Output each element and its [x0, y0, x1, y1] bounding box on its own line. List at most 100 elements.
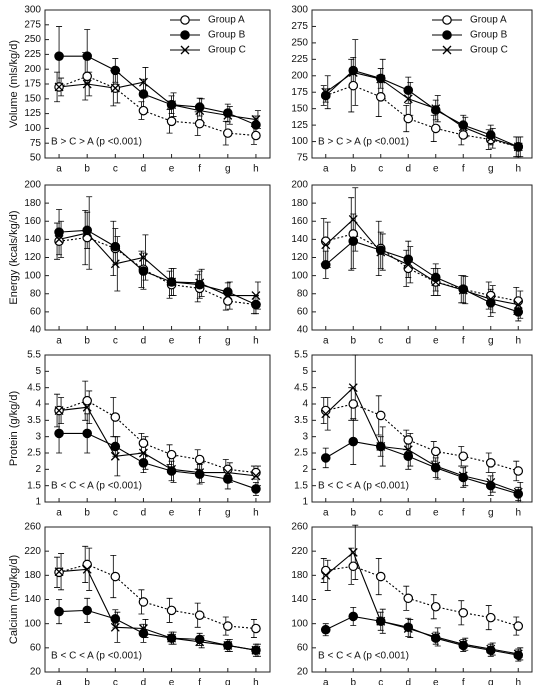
marker-open	[375, 410, 386, 421]
marker-open	[430, 601, 441, 612]
y-tick-label: 175	[291, 87, 308, 98]
marker-cross-stroke	[251, 471, 261, 481]
x-tick-label: g	[488, 164, 494, 175]
y-tick-label: 300	[291, 5, 308, 16]
marker-cross-stroke	[376, 442, 386, 451]
marker-filled	[320, 259, 331, 270]
marker-cross-stroke	[251, 115, 261, 124]
marker-cross	[376, 74, 386, 84]
x-tick-label: a	[323, 336, 329, 347]
y-tick-label: 260	[24, 522, 41, 533]
marker-cross	[110, 83, 120, 93]
y-axis-label: Protein (g/kg/d)	[8, 391, 20, 466]
marker-cross	[138, 253, 148, 262]
marker-cross-stroke	[348, 68, 358, 77]
marker-cross-stroke	[138, 448, 148, 458]
marker-cross-stroke	[376, 247, 386, 257]
marker-open	[485, 612, 496, 623]
marker-filled	[458, 640, 469, 651]
marker-open	[110, 571, 121, 582]
y-tick-label: 250	[24, 34, 41, 45]
marker-open	[194, 454, 205, 465]
marker-cross-stroke	[195, 278, 205, 288]
y-tick-label: 4.5	[294, 382, 308, 393]
x-tick-label: h	[515, 336, 521, 347]
x-tick-label: d	[141, 336, 147, 347]
x-tick-label: e	[169, 508, 175, 519]
y-tick-label: 2	[35, 464, 41, 475]
marker-open	[138, 438, 149, 448]
marker-cross	[431, 632, 441, 642]
marker-cross	[195, 278, 205, 288]
y-tick-label: 4.5	[27, 382, 41, 393]
y-tick-label: 175	[24, 79, 41, 90]
marker-cross	[251, 115, 261, 124]
series-line	[58, 563, 256, 630]
marker-cross-stroke	[223, 291, 233, 301]
x-tick-label: a	[323, 678, 329, 685]
marker-filled	[223, 474, 233, 484]
y-tick-label: 180	[24, 570, 41, 581]
marker-open	[251, 623, 261, 634]
marker-cross	[513, 300, 523, 310]
marker-cross-stroke	[138, 624, 148, 633]
marker-open	[223, 621, 233, 631]
plot-frame	[311, 9, 533, 159]
x-tick-label: a	[56, 336, 62, 347]
marker-cross	[54, 406, 64, 415]
y-tick-label: 150	[24, 93, 41, 104]
series-line	[325, 386, 519, 493]
x-tick-label: f	[462, 508, 465, 519]
y-tick-label: 1.5	[294, 480, 308, 491]
marker-cross	[223, 468, 233, 478]
marker-cross-stroke	[251, 645, 261, 655]
marker-open	[348, 399, 359, 409]
marker-filled	[194, 469, 205, 480]
x-tick-label: f	[462, 164, 465, 175]
marker-open	[403, 113, 414, 124]
x-tick-label: g	[488, 678, 494, 685]
marker-cross-stroke	[167, 464, 177, 474]
y-tick-label: 3	[35, 431, 41, 442]
marker-filled	[166, 466, 177, 476]
legend-marker	[180, 45, 190, 55]
x-tick-label: a	[323, 508, 329, 519]
marker-open	[82, 559, 92, 570]
marker-cross-stroke	[486, 294, 496, 304]
marker-cross-stroke	[403, 445, 413, 455]
marker-cross-stroke	[458, 471, 468, 481]
marker-cross	[54, 82, 64, 92]
marker-cross	[195, 468, 205, 478]
x-tick-label: c	[378, 678, 383, 685]
marker-cross	[82, 228, 92, 238]
y-tick-label: 2.5	[294, 448, 308, 459]
plot-frame	[311, 184, 533, 331]
marker-cross-stroke	[513, 300, 523, 310]
x-tick-label: c	[378, 164, 383, 175]
marker-cross	[513, 487, 523, 497]
marker-open	[166, 605, 177, 616]
marker-cross	[431, 461, 441, 471]
y-tick-label: 200	[291, 70, 308, 81]
y-tick-label: 75	[30, 138, 42, 149]
y-tick-label: 4	[302, 399, 308, 410]
marker-filled	[251, 299, 261, 310]
marker-cross-stroke	[348, 547, 358, 557]
marker-cross	[138, 77, 148, 87]
y-tick-label: 100	[291, 136, 308, 147]
marker-cross-stroke	[223, 110, 233, 120]
x-tick-label: b	[84, 678, 90, 685]
y-axis-label: Volume (mls/kg/d)	[8, 40, 20, 128]
marker-cross	[403, 94, 413, 104]
marker-cross-stroke	[513, 487, 523, 497]
marker-open	[375, 92, 386, 102]
x-tick-label: h	[515, 508, 521, 519]
marker-open	[82, 71, 92, 82]
marker-cross-stroke	[458, 285, 468, 295]
marker-cross	[513, 649, 523, 659]
marker-filled	[320, 624, 331, 635]
marker-cross	[54, 234, 64, 244]
y-tick-label: 2	[302, 464, 308, 475]
marker-cross-stroke	[486, 477, 496, 487]
